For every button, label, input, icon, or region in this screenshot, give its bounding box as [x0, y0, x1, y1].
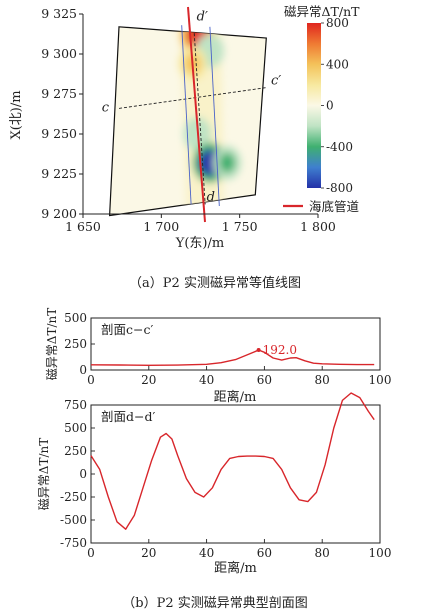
map-y-ticks: 9 200 9 225 9 250 9 275 9 300 9 325	[41, 6, 83, 221]
map-y-tick-label: 9 200	[41, 206, 77, 221]
colorbar-tick-label: 400	[326, 57, 349, 71]
profile-lines	[118, 25, 267, 207]
legend-label-pipeline: 海底管道	[309, 199, 360, 214]
map-y-label: X(北)/m	[9, 90, 24, 139]
series-line	[90, 349, 375, 366]
y-tick-label: -500	[60, 513, 87, 527]
x-axis-label: 距离/m	[214, 389, 257, 405]
map-y-tick-label: 9 250	[41, 126, 77, 141]
y-tick-label: -250	[60, 490, 87, 504]
y-tick-label: 250	[64, 444, 87, 458]
section-label: 剖面d−d′	[101, 409, 155, 424]
section-label: 剖面c−c′	[101, 322, 153, 337]
colorbar-tick-label: -400	[326, 140, 353, 154]
y-tick-label: 0	[79, 467, 87, 481]
y-tick-label: 500	[64, 421, 87, 435]
colorbar-tick-label: 0	[326, 99, 334, 113]
x-tick-label: 40	[199, 546, 214, 560]
corridor-line	[209, 26, 220, 207]
anomaly-core	[201, 40, 218, 61]
y-tick-label: 250	[64, 337, 87, 351]
y-tick-label: 750	[64, 398, 87, 412]
map-y-tick-label: 9 325	[41, 6, 77, 21]
colorbar	[307, 23, 321, 188]
x-tick-label: 40	[199, 373, 214, 387]
anomaly-core	[219, 152, 236, 173]
profile-chart-d: 0 20 40 60 80 100 -750 -500 -250 0 250 500 750 磁异常ΔT/…	[36, 392, 392, 576]
map-y-tick-label: 9 225	[41, 166, 77, 181]
x-tick-label: 80	[315, 373, 330, 387]
x-tick-label: 0	[87, 546, 95, 560]
caption-b: （b）P2 实测磁异常典型剖面图	[122, 596, 307, 611]
colorbar-title: 磁异常ΔT/nT	[284, 4, 360, 19]
caption-a: （a）P2 实测磁异常等值线图	[129, 275, 301, 291]
map-x-label: Y(东)/m	[175, 236, 224, 251]
map-x-ticks: 1 650 1 700 1 750 1 800	[65, 214, 336, 234]
profile-label-d: d	[207, 190, 215, 205]
corridor-line	[181, 25, 192, 205]
x-tick-label: 20	[141, 373, 156, 387]
y-tick-label: 0	[79, 363, 87, 377]
x-tick-label: 20	[141, 546, 156, 560]
x-tick-label: 60	[257, 546, 272, 560]
y-tick-label: 500	[64, 311, 87, 325]
pipeline-line	[187, 6, 206, 223]
series-line	[90, 392, 375, 530]
profile-label-c-prime: c′	[271, 73, 281, 88]
y-axis-label: 磁异常ΔT/nT	[36, 438, 51, 510]
map-x-tick-label: 1 800	[300, 219, 336, 234]
map-x-tick-label: 1 750	[222, 219, 258, 234]
x-tick-label: 0	[87, 373, 95, 387]
map-y-tick-label: 9 300	[41, 46, 77, 61]
colorbar-tick-label: -800	[326, 181, 353, 195]
map-panel: 1 650 1 700 1 750 1 800 9 200 9 225 9 250 9 27…	[9, 4, 360, 291]
y-axis-label: 磁异常ΔT/nT	[44, 308, 59, 380]
annotation-marker	[256, 348, 261, 353]
profile-line-d	[193, 33, 206, 205]
profile-label-d-prime: d′	[197, 9, 208, 24]
x-tick-label: 60	[257, 373, 272, 387]
map-x-tick-label: 1 650	[65, 219, 101, 234]
x-tick-label: 100	[369, 546, 392, 560]
y-tick-label: -750	[60, 536, 87, 550]
x-tick-label: 80	[315, 546, 330, 560]
x-axis-label: 距离/m	[214, 560, 257, 576]
colorbar-tick-label: 800	[326, 16, 349, 30]
annotation-label: 192.0	[263, 343, 297, 357]
profile-label-c: c	[102, 101, 110, 116]
x-tick-label: 100	[369, 373, 392, 387]
map-y-tick-label: 9 275	[41, 86, 77, 101]
map-x-tick-label: 1 700	[143, 219, 179, 234]
colorbar-ticks: 800 400 0 -400 -800	[321, 16, 353, 195]
profile-chart-c: 0 20 40 60 80 100 0 250 500 磁异常ΔT/nT 剖面c−c′ 192.0 距离…	[44, 308, 391, 405]
plot-frame	[90, 404, 381, 544]
